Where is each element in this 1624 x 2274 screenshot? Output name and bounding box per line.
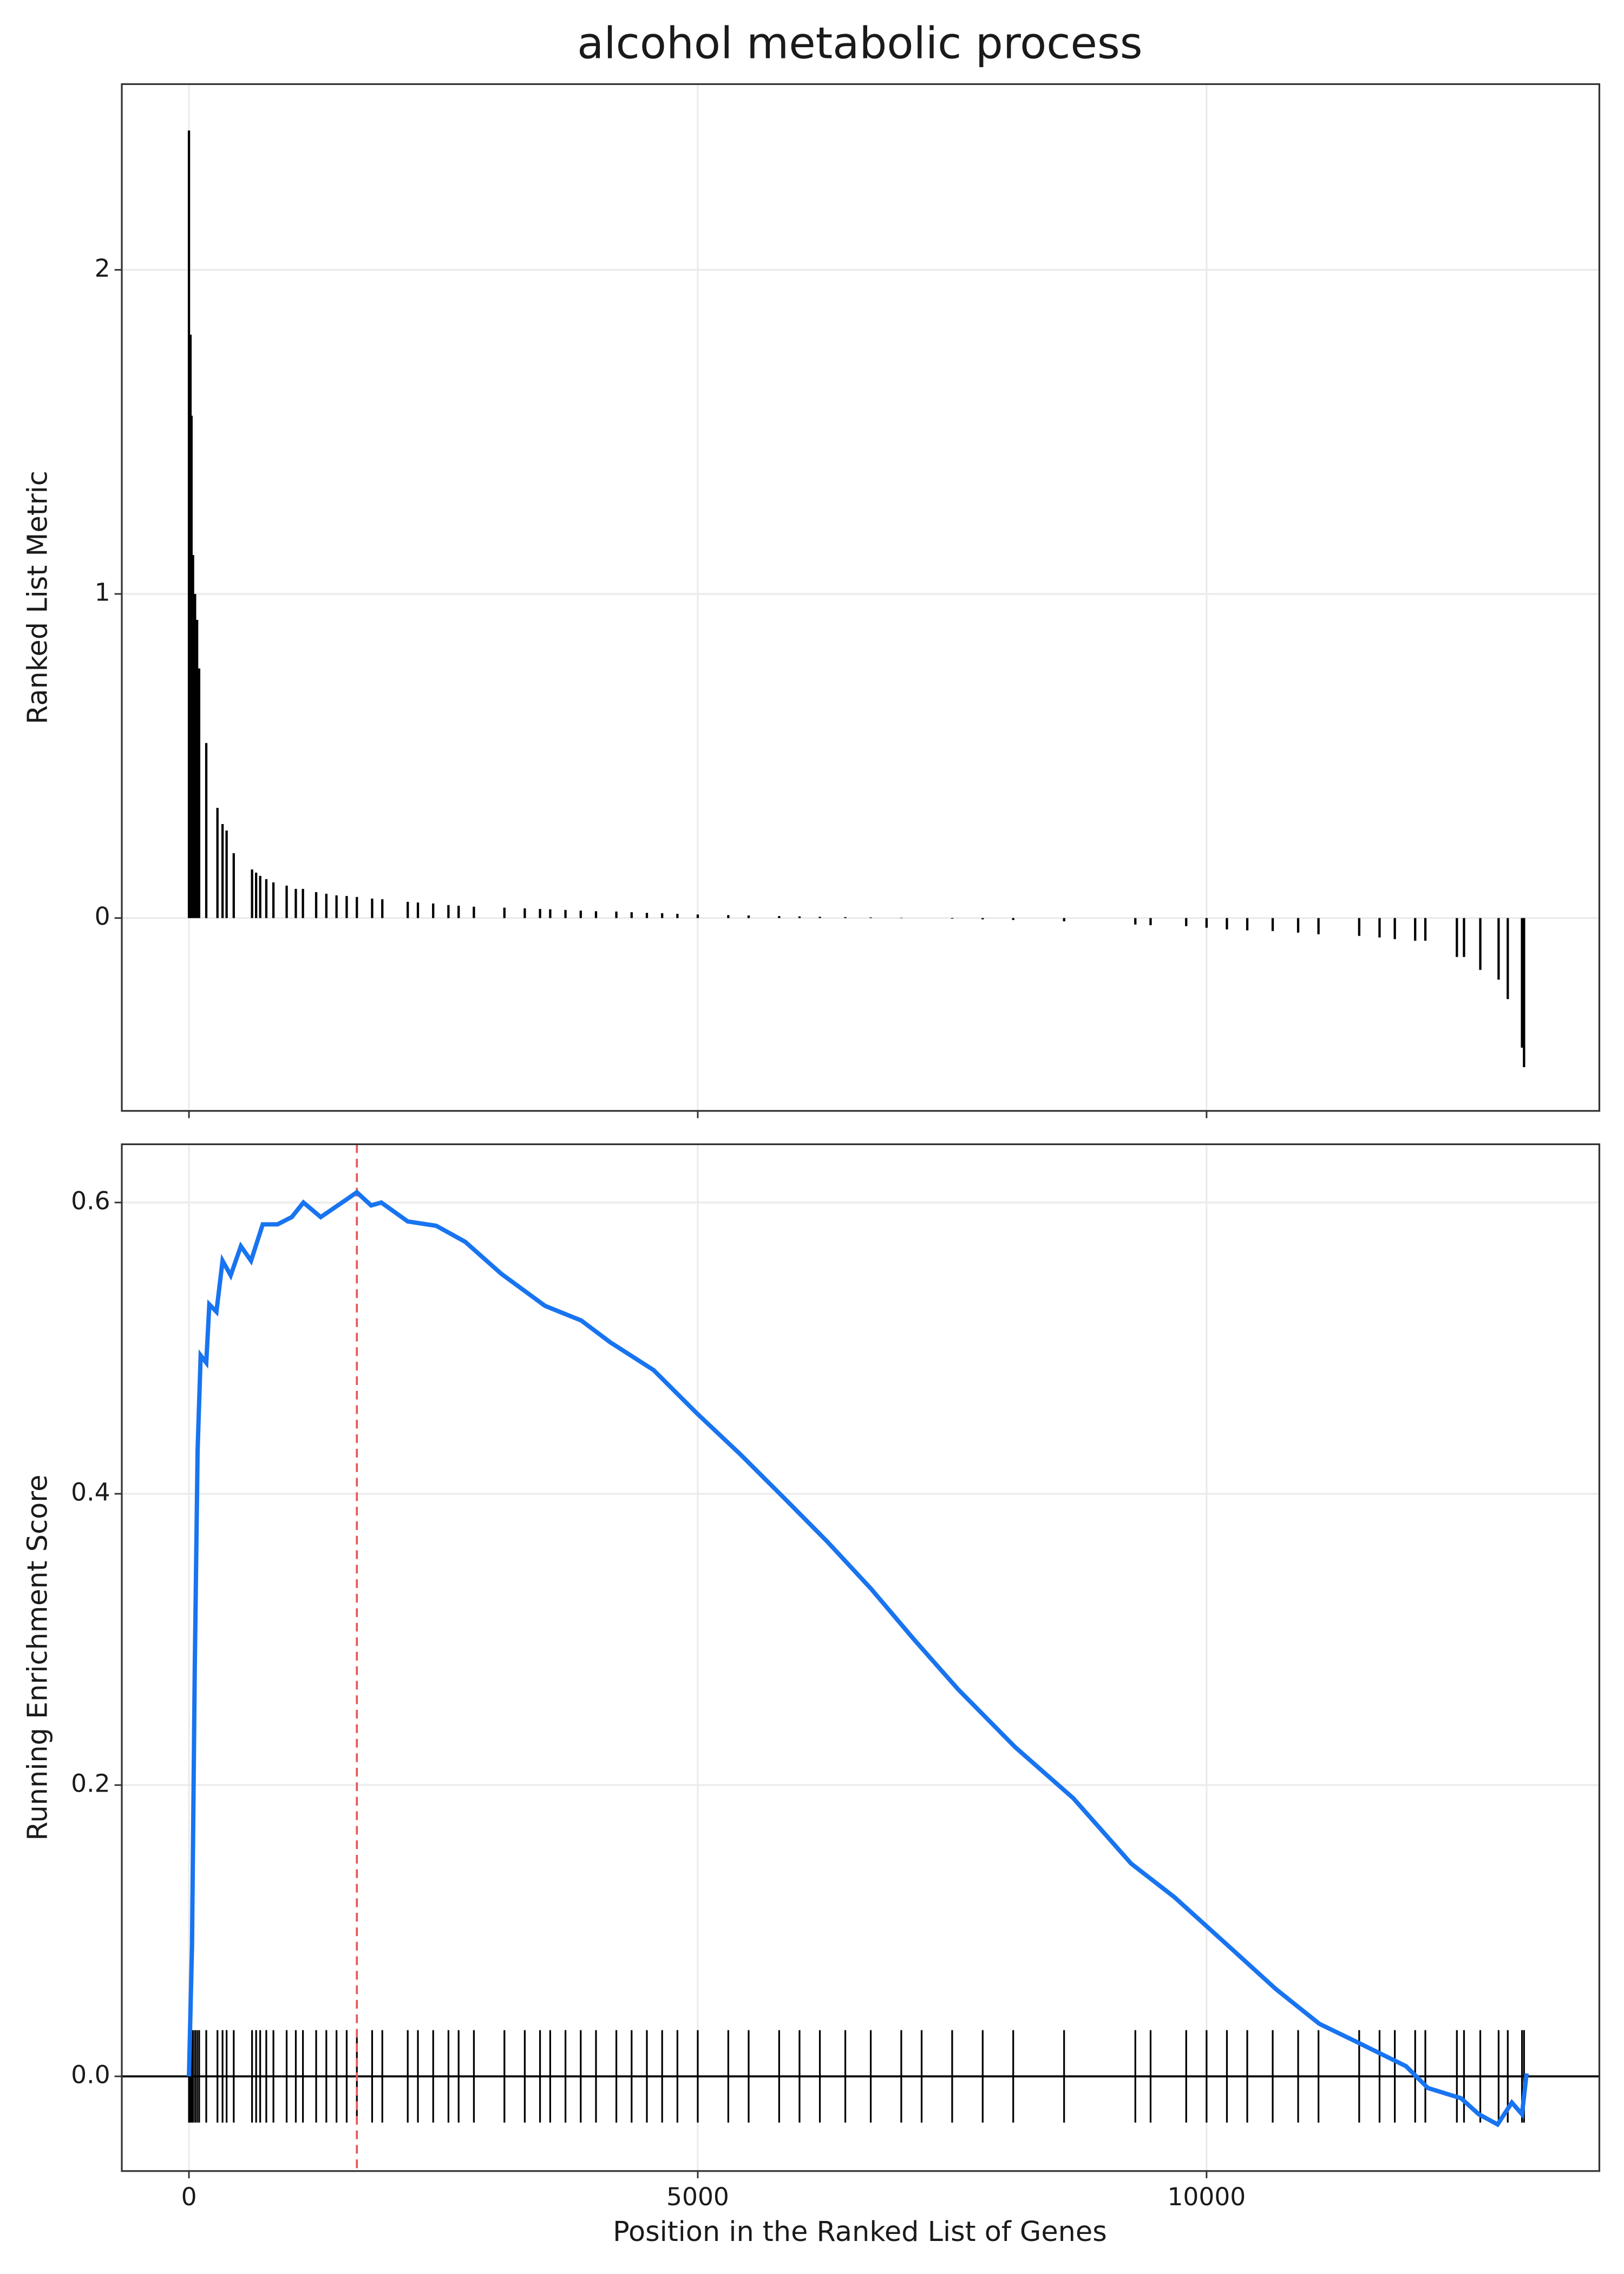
x-tick-label: 5000 — [666, 2182, 729, 2211]
chart-title: alcohol metabolic process — [577, 18, 1143, 69]
y-axis-title: Ranked List Metric — [22, 471, 54, 724]
y-tick-label: 0.4 — [71, 1478, 110, 1506]
enrichment-line — [187, 1190, 1529, 2128]
y-tick-label: 0.6 — [71, 1186, 110, 1215]
y-tick-label: 0 — [95, 902, 110, 931]
y-tick-label: 0.0 — [71, 2060, 110, 2089]
y-tick-label: 0.2 — [71, 1769, 110, 1798]
panel-border — [121, 83, 1601, 1112]
y-axis-title: Running Enrichment Score — [22, 1475, 54, 1841]
x-tick-label: 10000 — [1167, 2182, 1246, 2211]
y-tick-label: 2 — [95, 254, 110, 283]
x-axis-title: Position in the Ranked List of Genes — [613, 2216, 1107, 2248]
panel-border — [121, 1143, 1601, 2172]
y-tick-label: 1 — [95, 578, 110, 606]
x-tick-label: 0 — [181, 2182, 197, 2211]
